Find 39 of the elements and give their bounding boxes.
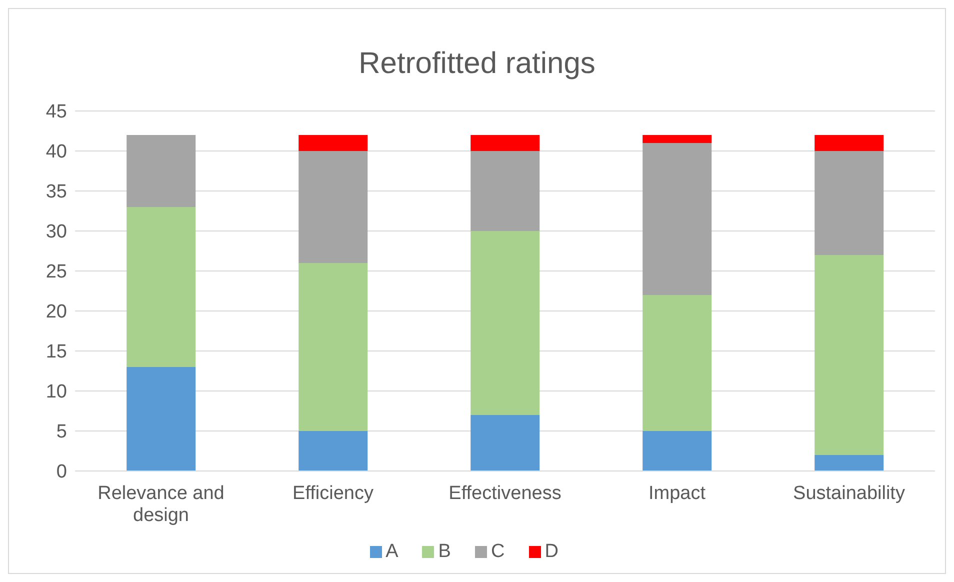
legend-label: D: [544, 541, 558, 562]
bar: [126, 135, 196, 207]
x-tick-label: Relevance and design: [98, 483, 224, 526]
y-tick-label: 5: [56, 422, 67, 443]
bar: [814, 455, 884, 471]
y-tick-label: 45: [46, 102, 67, 123]
y-tick-label: 20: [46, 302, 67, 323]
bar: [814, 151, 884, 255]
y-tick-label: 35: [46, 182, 67, 203]
bar: [814, 135, 884, 151]
bar: [470, 135, 540, 151]
bar: [814, 255, 884, 455]
bar: [298, 151, 368, 263]
legend-label: B: [438, 541, 451, 562]
legend-label: A: [386, 541, 398, 562]
y-tick-label: 15: [46, 342, 67, 363]
y-tick-label: 40: [46, 142, 67, 163]
bar: [298, 135, 368, 151]
bar: [298, 431, 368, 471]
bar: [126, 367, 196, 471]
x-tick-label: Sustainability: [793, 483, 906, 504]
x-tick-label: Impact: [648, 483, 706, 504]
bar: [126, 207, 196, 367]
bar: [642, 295, 712, 431]
bar: [470, 415, 540, 471]
bar: [642, 135, 712, 143]
bar: [470, 231, 540, 415]
y-tick-label: 10: [46, 382, 67, 403]
y-tick-label: 25: [46, 262, 67, 283]
legend-label: C: [490, 541, 505, 562]
bar: [470, 151, 540, 231]
y-tick-label: 0: [56, 462, 67, 483]
bar: [642, 431, 712, 471]
bar: [298, 263, 368, 431]
x-tick-label: Effectiveness: [448, 483, 562, 504]
chart-title: Retrofitted ratings: [358, 46, 596, 82]
y-tick-label: 30: [46, 222, 67, 243]
bar: [642, 143, 712, 295]
x-tick-label: Efficiency: [292, 483, 374, 504]
